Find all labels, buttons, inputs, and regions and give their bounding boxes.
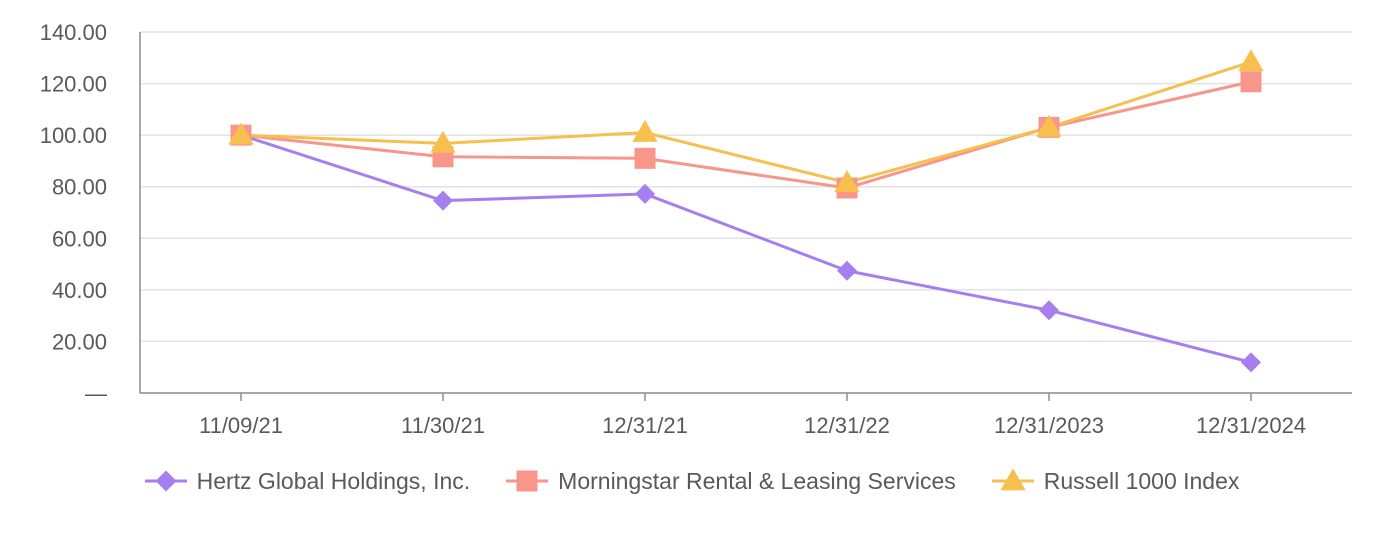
legend-swatch-triangle-icon [991,468,1034,491]
x-tick-label: 11/09/21 [199,413,283,438]
y-tick-label: 60.00 [52,226,107,251]
legend-item: Russell 1000 Index [990,466,1240,496]
legend-marker [155,470,177,492]
data-point-series-0 [1241,352,1261,373]
legend-marker [516,470,538,492]
data-point-series-0 [433,190,453,211]
data-point-series-2 [228,122,254,145]
axes [139,32,1352,401]
legend-marker [1000,468,1026,491]
grid-lines [140,31,1352,343]
series-line-1 [240,80,1252,190]
data-point-series-2 [834,169,860,192]
x-tick-label: 12/31/21 [602,413,688,438]
data-point-series-0 [635,183,655,204]
y-tick-label: 140.00 [40,20,107,45]
series-line-2 [240,60,1252,185]
x-tick-label: 12/31/22 [804,413,890,438]
y-tick-label: — [85,381,107,406]
legend: Hertz Global Holdings, Inc. Morningstar R… [0,466,1382,496]
data-point-series-1 [634,147,656,169]
legend-label: Russell 1000 Index [1043,467,1240,494]
series-lines [240,60,1252,364]
x-tick-label: 12/31/2023 [994,413,1104,438]
x-tick-label: 11/30/21 [401,413,485,438]
legend-item: Hertz Global Holdings, Inc. [143,466,471,496]
line-chart: —20.0040.0060.0080.00100.00120.00140.00 … [40,20,1352,438]
series-line-0 [240,133,1252,364]
legend-swatch-square-icon [506,470,549,492]
legend-swatch-diamond-icon [144,470,187,492]
legend-label: Morningstar Rental & Leasing Services [558,467,956,494]
y-tick-label: 120.00 [40,72,107,97]
series-markers [228,49,1264,373]
data-point-series-1 [1240,71,1262,93]
legend-item: Morningstar Rental & Leasing Services [504,466,956,496]
data-point-series-2 [1238,49,1264,72]
y-tick-label: 80.00 [52,175,107,200]
y-axis-tick-labels: — 20.00 40.00 60.00 80.00 100.00 120.00 140.00 [40,20,107,406]
data-point-series-0 [837,260,857,281]
y-tick-label: 40.00 [52,278,107,303]
x-tick-label: 12/31/2024 [1196,413,1306,438]
y-tick-label: 100.00 [40,123,107,148]
data-point-series-2 [632,119,658,142]
y-tick-label: 20.00 [52,329,107,354]
legend-label: Hertz Global Holdings, Inc. [196,467,471,494]
data-point-series-2 [1036,114,1062,137]
data-point-series-0 [1039,300,1059,321]
x-axis-tick-labels: 11/09/21 11/30/21 12/31/21 12/31/22 12/31/20… [199,413,1306,438]
data-point-series-2 [430,130,456,153]
